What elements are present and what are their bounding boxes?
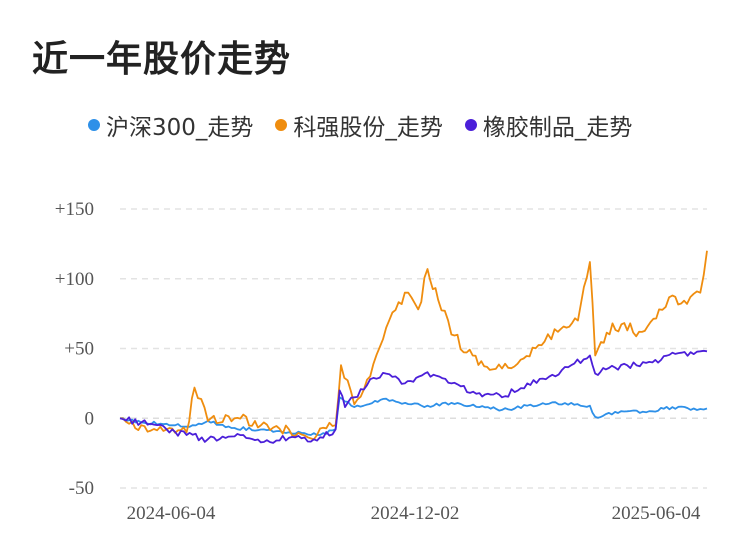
x-tick-label: 2024-06-04 — [127, 503, 216, 524]
series-layer — [119, 250, 708, 444]
y-tick-label: +50 — [64, 339, 94, 360]
grid-layer — [120, 208, 707, 489]
legend-label: 科强股份_走势 — [293, 115, 443, 141]
chart-title: 近一年股价走势 — [32, 39, 292, 80]
y-axis-ticks: +150 +100 +50 0 -50 — [55, 199, 94, 499]
series-line — [119, 349, 708, 444]
legend-item-keqiang[interactable]: 科强股份_走势 — [275, 108, 443, 142]
x-axis-ticks: 2024-06-04 2024-12-02 2025-06-04 — [127, 503, 701, 524]
series-line — [119, 250, 708, 441]
y-tick-label: +150 — [55, 199, 94, 220]
x-tick-label: 2024-12-02 — [371, 503, 460, 524]
legend-item-rubber[interactable]: 橡胶制品_走势 — [464, 108, 633, 142]
y-tick-label: 0 — [85, 408, 95, 429]
y-tick-label: -50 — [69, 478, 94, 499]
y-tick-label: +100 — [55, 269, 94, 290]
chart-legend: 沪深300_走势 科强股份_走势 橡胶制品_走势 — [88, 108, 654, 142]
x-tick-label: 2025-06-04 — [612, 503, 701, 524]
legend-dot-icon — [464, 119, 477, 131]
legend-dot-icon — [275, 119, 288, 131]
series-line — [119, 396, 708, 436]
legend-label: 沪深300_走势 — [106, 115, 254, 141]
legend-label: 橡胶制品_走势 — [482, 115, 633, 141]
legend-dot-icon — [88, 119, 100, 131]
legend-item-hs300[interactable]: 沪深300_走势 — [88, 108, 253, 142]
